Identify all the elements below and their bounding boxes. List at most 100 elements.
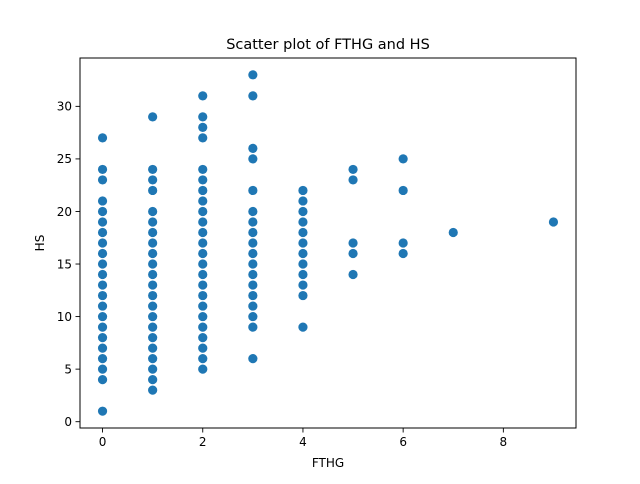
- x-tick-label: 6: [399, 435, 407, 449]
- data-point: [148, 333, 158, 343]
- data-point: [198, 185, 208, 196]
- x-axis-ticks: 0 2 4 6 8: [99, 428, 507, 449]
- data-point: [198, 269, 208, 280]
- data-point: [298, 259, 308, 269]
- data-point: [198, 122, 208, 132]
- data-point: [198, 322, 208, 332]
- data-point: [97, 164, 108, 175]
- chart-title: Scatter plot of FTHG and HS: [226, 37, 430, 53]
- data-point: [97, 217, 108, 227]
- plot-frame: [79, 57, 577, 429]
- y-tick-label: 5: [64, 362, 72, 376]
- x-tick-label: 8: [500, 435, 508, 449]
- data-point: [298, 322, 308, 332]
- data-point: [248, 269, 258, 280]
- data-point: [198, 206, 208, 217]
- data-point: [248, 227, 258, 238]
- data-point: [348, 248, 358, 259]
- data-point: [248, 91, 258, 101]
- data-point: [348, 175, 358, 185]
- data-point: [248, 154, 258, 164]
- data-point: [298, 238, 308, 248]
- data-point: [398, 238, 408, 248]
- x-tick-label: 4: [299, 435, 307, 449]
- data-point: [148, 206, 158, 217]
- data-point: [198, 354, 208, 364]
- data-point: [248, 259, 258, 269]
- data-point: [398, 185, 408, 196]
- data-point: [148, 112, 158, 122]
- y-tick-label: 25: [57, 152, 72, 166]
- y-axis-ticks: 0 5 10 15 20 25 30: [57, 100, 80, 429]
- data-point: [548, 217, 559, 227]
- data-point: [198, 290, 208, 301]
- data-point: [148, 290, 158, 301]
- data-point: [97, 301, 108, 311]
- data-point: [97, 290, 108, 301]
- data-point: [97, 406, 108, 416]
- data-point: [198, 333, 208, 343]
- data-point: [248, 70, 258, 80]
- data-point: [198, 133, 208, 143]
- data-point: [248, 290, 258, 301]
- data-point: [148, 217, 158, 227]
- data-point: [298, 217, 308, 227]
- data-point: [97, 227, 108, 238]
- data-point: [148, 269, 158, 280]
- data-point: [298, 196, 308, 206]
- data-point: [148, 385, 158, 395]
- data-point: [248, 280, 258, 290]
- data-point: [348, 164, 358, 175]
- data-point: [198, 280, 208, 290]
- x-axis-label: FTHG: [312, 456, 344, 470]
- data-point: [398, 248, 408, 259]
- y-tick-label: 15: [57, 257, 72, 271]
- data-point: [248, 248, 258, 259]
- data-point: [198, 217, 208, 227]
- data-point: [198, 248, 208, 259]
- data-point: [148, 322, 158, 332]
- data-point: [348, 269, 358, 280]
- data-point: [348, 238, 358, 248]
- data-point: [148, 164, 158, 175]
- data-point: [248, 185, 258, 196]
- y-tick-label: 0: [64, 415, 72, 429]
- data-point: [248, 143, 258, 153]
- data-point: [148, 354, 158, 364]
- data-point: [148, 311, 158, 322]
- data-point: [97, 175, 108, 185]
- data-point: [248, 311, 258, 322]
- data-point: [97, 311, 108, 322]
- data-point: [97, 354, 108, 364]
- y-tick-label: 20: [57, 205, 72, 219]
- data-point: [298, 185, 308, 196]
- data-point: [248, 217, 258, 227]
- data-point: [248, 206, 258, 217]
- x-tick-label: 0: [99, 435, 107, 449]
- data-point: [148, 364, 158, 374]
- y-axis-label: HS: [33, 235, 47, 252]
- data-point: [148, 238, 158, 248]
- y-tick-label: 30: [57, 100, 72, 114]
- data-point: [97, 280, 108, 290]
- data-point: [198, 259, 208, 269]
- data-point: [198, 227, 208, 238]
- data-point: [97, 333, 108, 343]
- data-point: [198, 311, 208, 322]
- data-point: [298, 206, 308, 217]
- data-point: [198, 112, 208, 122]
- data-point: [198, 91, 208, 101]
- data-point: [198, 238, 208, 248]
- data-point: [148, 301, 158, 311]
- data-point: [248, 301, 258, 311]
- data-point: [198, 196, 208, 206]
- x-tick-label: 2: [199, 435, 207, 449]
- data-point: [448, 227, 458, 238]
- data-point: [298, 290, 308, 301]
- data-point: [148, 259, 158, 269]
- data-point: [198, 343, 208, 353]
- data-point: [97, 322, 108, 332]
